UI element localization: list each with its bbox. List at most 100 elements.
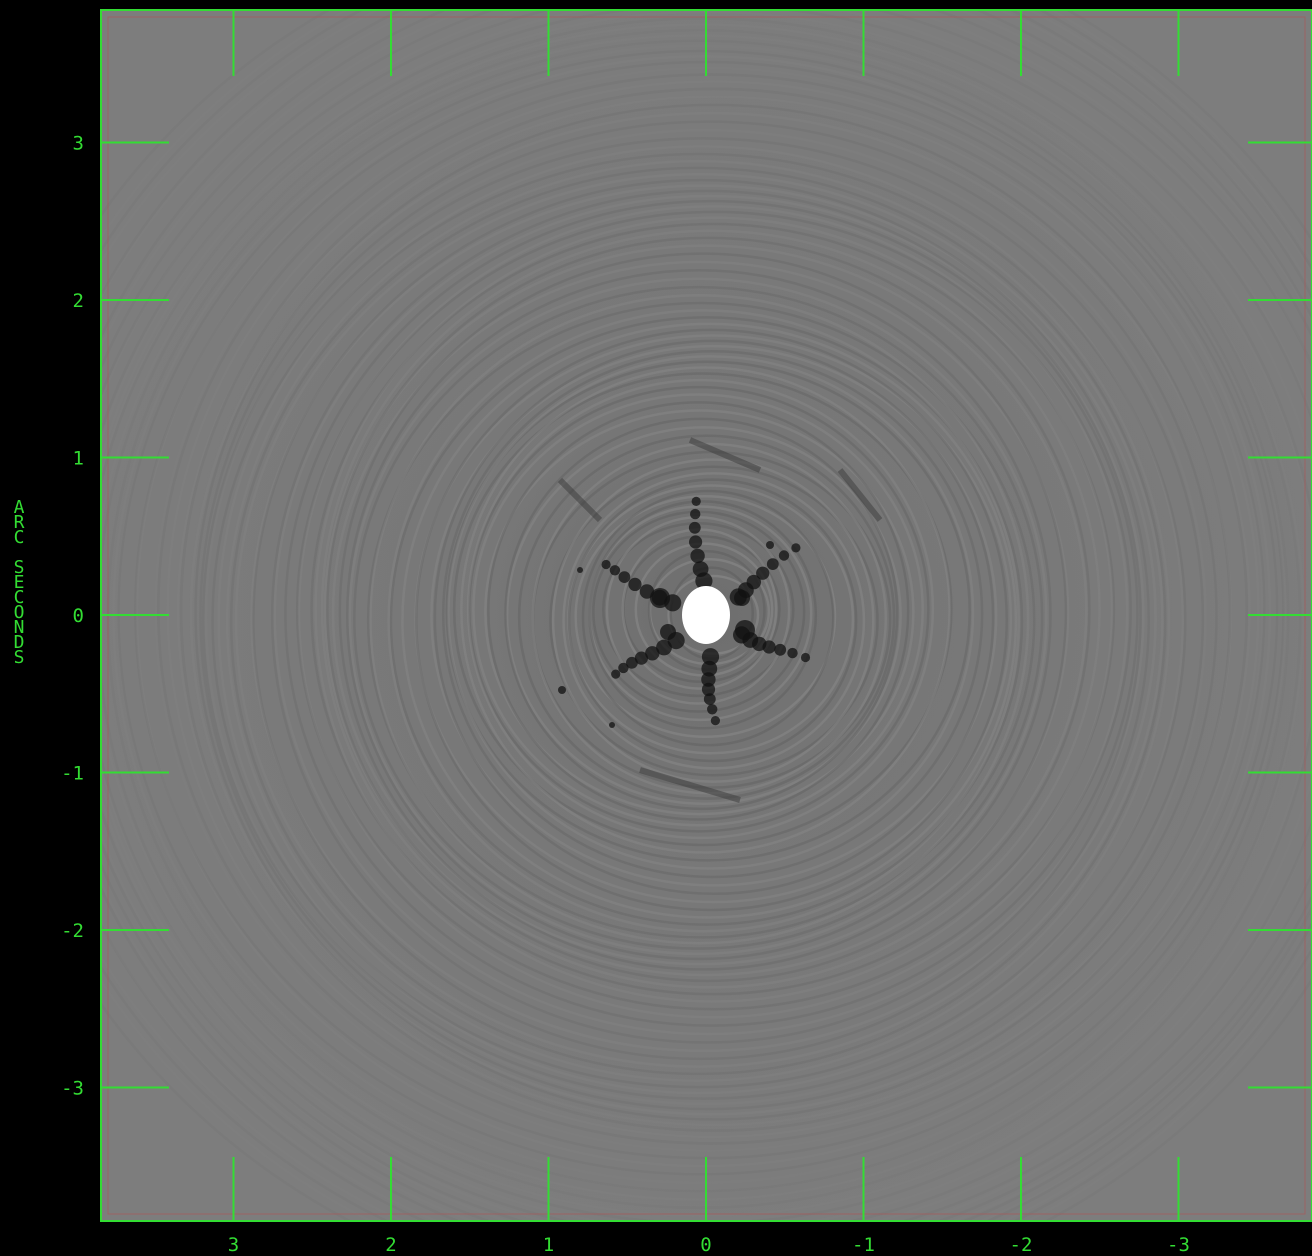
- ring: [189, 111, 1233, 1116]
- dark-speckle: [577, 567, 583, 573]
- ring: [472, 393, 924, 827]
- y-tick-label: 3: [73, 133, 84, 155]
- ring: [468, 385, 930, 833]
- ring: [504, 417, 899, 811]
- ring: [567, 484, 855, 755]
- dark-speckle: [690, 548, 705, 564]
- dark-speckle: [707, 704, 718, 715]
- ring: [433, 339, 995, 896]
- dark-speckle: [609, 565, 621, 576]
- ring: [447, 355, 975, 870]
- dark-speckle: [689, 535, 703, 549]
- ring: [505, 426, 902, 805]
- ring: [250, 184, 1157, 1053]
- ring: [430, 344, 998, 887]
- ring: [574, 494, 837, 739]
- dark-speckle: [656, 639, 672, 656]
- ring: [117, 49, 1285, 1176]
- dark-speckle: [618, 662, 629, 674]
- ring: [252, 178, 1150, 1061]
- ring: [353, 285, 1044, 950]
- ring: [445, 360, 971, 862]
- y-axis-title-char: S: [13, 647, 25, 668]
- ring: [460, 366, 951, 854]
- dark-speckle: [766, 541, 774, 549]
- central-source: [682, 586, 730, 644]
- x-tick-label: -3: [1167, 1234, 1190, 1256]
- ring: [229, 166, 1167, 1076]
- ring: [389, 316, 1024, 926]
- ring: [348, 277, 1048, 956]
- dark-speckle: [601, 559, 611, 570]
- ring: [314, 216, 1114, 1003]
- ring: [323, 244, 1088, 977]
- ring: [234, 172, 1164, 1068]
- dark-speckle: [650, 588, 670, 608]
- y-tick-label: 0: [73, 605, 84, 627]
- ring: [567, 478, 858, 763]
- ring: [387, 309, 1020, 933]
- ring: [204, 128, 1207, 1106]
- ring: [225, 159, 1171, 1082]
- y-tick-label: -2: [61, 920, 84, 942]
- dark-speckle: [701, 672, 716, 687]
- ring: [622, 535, 781, 684]
- y-axis-title-char: S: [13, 557, 25, 578]
- ring: [310, 222, 1116, 996]
- x-tick-label: 3: [228, 1234, 239, 1256]
- dark-streak: [557, 477, 603, 523]
- ring: [135, 55, 1272, 1168]
- dark-speckle: [660, 624, 676, 640]
- y-axis-title-char: E: [13, 572, 25, 593]
- y-axis-title-char: C: [13, 587, 25, 608]
- ring: [211, 152, 1187, 1089]
- psf-artifacts: [557, 437, 883, 803]
- dark-streak: [688, 437, 762, 473]
- ring: [562, 472, 866, 770]
- dark-speckle: [774, 643, 787, 656]
- axis-ticks: [101, 10, 1312, 1221]
- dark-speckle: [690, 508, 701, 520]
- dark-speckle: [701, 682, 716, 697]
- ring: [487, 401, 910, 821]
- dark-speckle: [634, 651, 649, 665]
- axis-tick-labels: 3 2 1 0 -1 -2 -3 3 2 1 0 -1 -2 -3: [61, 133, 1190, 1256]
- ring: [179, 87, 1248, 1132]
- dark-speckle: [618, 571, 631, 583]
- dark-speckle: [787, 647, 798, 659]
- dark-speckle: [746, 574, 761, 590]
- x-tick-label: -2: [1010, 1234, 1033, 1256]
- ring: [199, 120, 1218, 1111]
- ring: [366, 301, 1036, 939]
- ring: [273, 194, 1145, 1036]
- dark-speckle: [701, 660, 718, 677]
- ring: [154, 66, 1264, 1152]
- dark-speckle: [703, 693, 716, 705]
- ring: [176, 95, 1251, 1127]
- dark-streak: [639, 767, 741, 803]
- dark-speckle: [626, 656, 638, 669]
- y-axis-title-char: A: [13, 497, 25, 518]
- ring: [369, 293, 1030, 945]
- ring: [441, 349, 984, 879]
- dark-speckle: [691, 496, 701, 506]
- dark-speckle: [778, 550, 790, 561]
- ring: [588, 505, 813, 722]
- ring: [338, 252, 1068, 971]
- y-axis-title-char: R: [13, 512, 25, 533]
- ring: [588, 500, 818, 730]
- dark-speckle: [611, 669, 621, 679]
- ring: [581, 489, 835, 747]
- ring: [549, 465, 879, 777]
- ring: [270, 189, 1142, 1044]
- dark-speckle: [800, 652, 811, 663]
- y-axis-title-char: C: [13, 527, 25, 548]
- ring: [157, 73, 1266, 1145]
- dark-speckle: [688, 521, 701, 534]
- ring: [166, 80, 1260, 1139]
